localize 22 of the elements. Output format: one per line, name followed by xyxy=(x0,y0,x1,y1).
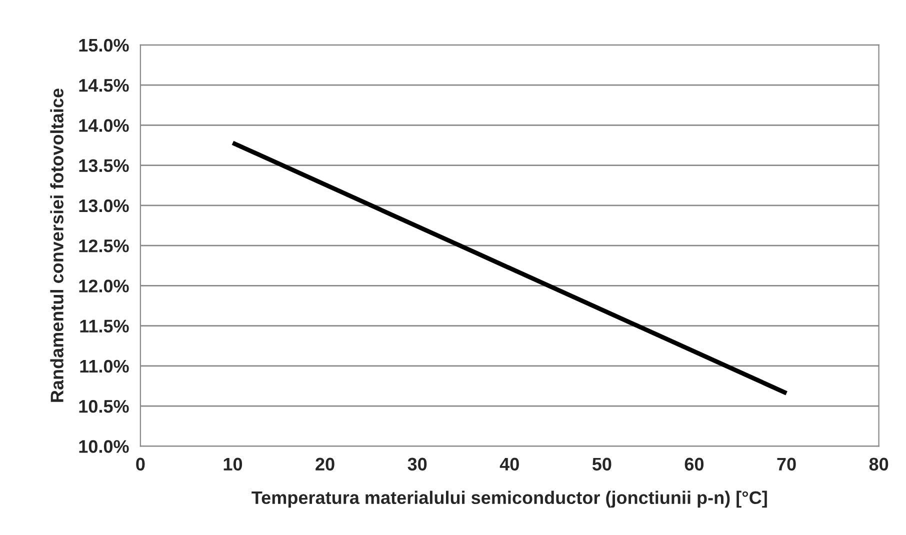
x-tick-label: 80 xyxy=(869,458,888,471)
y-axis-title: Randamentul conversiei fotovoltaice xyxy=(50,88,64,402)
y-tick-label: 12.5% xyxy=(79,240,129,252)
y-tick-label: 11.0% xyxy=(80,360,129,373)
y-tick-label: 12.0% xyxy=(79,280,129,292)
y-tick-label: 11.5% xyxy=(80,320,129,333)
y-tick-label: 10.0% xyxy=(79,440,129,453)
x-tick-label: 10 xyxy=(224,458,242,471)
x-tick-label: 30 xyxy=(408,458,427,471)
x-tick-label: 50 xyxy=(592,458,612,471)
y-tick-label: 14.5% xyxy=(79,79,129,92)
x-tick-label: 20 xyxy=(316,458,334,471)
x-tick-label: 0 xyxy=(136,458,145,471)
x-tick-label: 60 xyxy=(684,458,704,471)
y-tick-label: 13.5% xyxy=(79,159,129,172)
x-axis-title: Temperatura materialului semiconductor (jonctiunii p-n) [°C] xyxy=(252,490,767,508)
x-tick-label: 40 xyxy=(500,458,519,471)
y-tick-label: 13.0% xyxy=(79,199,129,212)
y-tick-label: 15.0% xyxy=(79,38,129,52)
x-tick-label: 70 xyxy=(777,458,796,471)
y-tick-label: 14.0% xyxy=(79,119,129,132)
y-tick-label: 10.5% xyxy=(79,400,129,413)
